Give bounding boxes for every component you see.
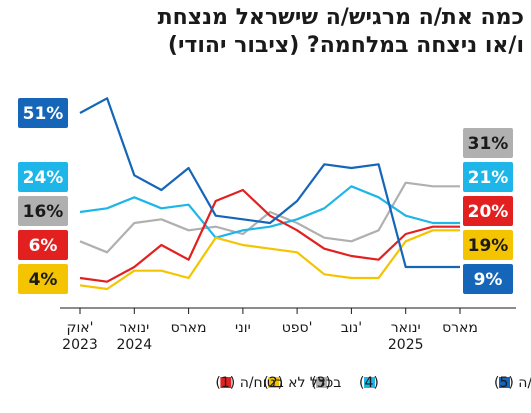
badge-end-series-3: 31% xyxy=(463,128,513,158)
badge-start-series-3: 16% xyxy=(18,196,68,226)
legend-item-5: לגמרי בטוח/ה (5) xyxy=(494,375,531,391)
x-tick-label: 2025 xyxy=(388,337,424,353)
legend-swatch xyxy=(220,377,232,388)
x-tick-label: מארס xyxy=(442,320,478,336)
badge-label: 31% xyxy=(468,134,509,154)
series-line-3 xyxy=(79,181,460,254)
series-lines xyxy=(79,97,460,291)
badge-start-series-5: 51% xyxy=(18,98,68,128)
legend-swatch xyxy=(316,377,328,388)
legend-label: (3) xyxy=(311,375,331,391)
badge-label: 6% xyxy=(29,236,58,256)
badge-start-series-2: 4% xyxy=(18,264,68,294)
x-tick-label: נוב' xyxy=(341,320,362,336)
series-line-4 xyxy=(79,185,460,239)
legend-item-2: (2) xyxy=(263,375,283,391)
badge-end-series-4: 21% xyxy=(463,162,513,192)
legend-item-1: בכלל לא בטוח/ה (1) xyxy=(215,375,341,391)
x-tick-label: 2023 xyxy=(62,337,98,353)
legend-label: לגמרי בטוח/ה (5) xyxy=(494,375,531,391)
x-tick-label: מארס xyxy=(171,320,207,336)
legend-swatch xyxy=(268,377,280,388)
badge-start-series-1: 6% xyxy=(18,230,68,260)
legend-item-4: (4) xyxy=(359,375,379,391)
badge-label: 21% xyxy=(468,168,509,188)
series-line-2 xyxy=(79,229,460,291)
badge-label: 20% xyxy=(468,202,509,222)
series-line-5 xyxy=(79,97,460,269)
chart-title-line-1: כמה את/ה מרגיש/ה שישראל מנצחת xyxy=(157,5,524,30)
badge-end-series-2: 19% xyxy=(463,230,513,260)
badge-start-series-4: 24% xyxy=(18,162,68,192)
badge-end-series-1: 20% xyxy=(463,196,513,226)
legend-label: (2) xyxy=(263,375,283,391)
badge-label: 19% xyxy=(468,236,509,256)
series-line-1 xyxy=(79,188,460,283)
x-tick-label: אוק' xyxy=(67,320,94,336)
badge-label: 16% xyxy=(23,202,64,222)
badge-label: 24% xyxy=(23,168,64,188)
chart-title: כמה את/ה מרגיש/ה שישראל מנצחת ו/או ניצחה… xyxy=(0,4,524,60)
x-tick-label: ספט' xyxy=(282,320,313,336)
legend: לגמרי בטוח/ה (5) (4) (3) (2)בכלל לא בטוח/ה … xyxy=(215,375,531,391)
chart-title-line-2: ו/או ניצחה במלחמה? (ציבור יהודי) xyxy=(167,33,524,58)
series-badges: 51% 24% 16% 6% 4% 31% 21% 20% 19% 9% xyxy=(18,98,513,294)
x-tick-label: ינואר xyxy=(119,320,149,336)
legend-item-3: (3) xyxy=(311,375,331,391)
badge-label: 9% xyxy=(474,270,503,290)
x-tick-label: ינואר xyxy=(391,320,421,336)
legend-label: בכלל לא בטוח/ה (1) xyxy=(215,375,341,391)
badge-label: 4% xyxy=(29,270,58,290)
x-tick-label: יוני xyxy=(235,320,251,336)
badge-label: 51% xyxy=(23,104,64,124)
badge-end-series-5: 9% xyxy=(463,264,513,294)
x-tick-label: 2024 xyxy=(116,337,152,353)
legend-label: (4) xyxy=(359,375,379,391)
legend-swatch xyxy=(363,377,375,388)
legend-swatch xyxy=(499,377,510,388)
